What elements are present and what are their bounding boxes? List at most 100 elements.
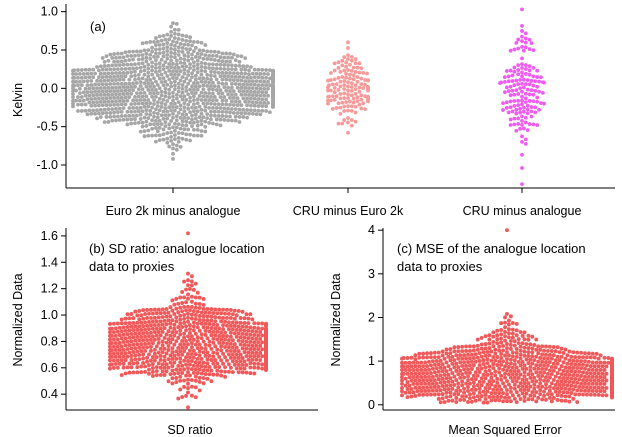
panel-b-point (225, 358, 229, 363)
panel-c-point (549, 372, 554, 376)
panel-c-point (429, 392, 433, 397)
panel-b-point (260, 326, 265, 331)
panel-a-point (529, 88, 534, 93)
panel-c-point (464, 370, 468, 375)
panel-a-point (71, 101, 75, 106)
panel-c-point (549, 365, 554, 369)
panel-a-point (342, 91, 347, 96)
panel-a-point (218, 66, 223, 71)
panel-b-point (197, 353, 202, 358)
panel-a-point (169, 130, 174, 135)
panel-b-point (211, 329, 216, 334)
panel-b-point (180, 301, 185, 305)
panel-a-point (237, 82, 242, 87)
panel-b-point (254, 336, 259, 341)
panel-a-y-axis-title: Kelvin (11, 83, 25, 117)
panel-a-point (173, 27, 177, 32)
panel-c-point (458, 368, 463, 373)
panel-a-point (176, 49, 181, 54)
panel-c-point (464, 348, 468, 353)
panel-c-point (553, 365, 558, 370)
panel-a-point (71, 68, 75, 73)
panel-a-point (228, 89, 232, 93)
panel-b-point (147, 371, 151, 376)
panel-a-point (125, 62, 130, 67)
panel-a-point (199, 122, 204, 127)
panel-c-point (497, 398, 502, 403)
panel-c-point (555, 398, 560, 402)
panel-c-point (481, 389, 486, 394)
panel-b-point (264, 367, 268, 372)
panel-a-point (216, 80, 221, 85)
panel-a-point (342, 68, 347, 73)
panel-b-point (129, 357, 134, 362)
panel-a-point (239, 103, 244, 108)
panel-a-point (89, 78, 94, 83)
panel-b-y-axis-tick-label: 1.0 (41, 308, 58, 322)
panel-c-point (546, 378, 550, 383)
panel-c-point (551, 377, 556, 382)
panel-b-point (135, 370, 140, 375)
panel-c-point (567, 394, 572, 399)
panel-c-point (590, 351, 595, 356)
panel-a-point (121, 85, 126, 90)
panel-c-point (434, 358, 439, 363)
panel-a-point (140, 109, 145, 114)
panel-b-point (125, 354, 130, 359)
panel-b-point (258, 336, 263, 341)
panel-a-point (231, 111, 236, 115)
panel-c-point (468, 363, 472, 368)
panel-c-point (487, 353, 492, 358)
panel-a-point (171, 94, 175, 99)
panel-c-point (469, 399, 474, 404)
panel-c-point (588, 371, 593, 376)
panel-a-point (169, 138, 174, 143)
panel-b-point (123, 316, 128, 321)
panel-a-point (79, 102, 84, 107)
panel-b-point (129, 346, 134, 351)
panel-b-point (121, 365, 126, 370)
panel-b-point (160, 322, 165, 327)
panel-a-point (186, 73, 191, 78)
panel-b-point (203, 332, 208, 337)
panel-a-point (226, 106, 231, 111)
panel-a-point (127, 66, 132, 71)
panel-b-point (246, 357, 251, 362)
panel-a-point (522, 77, 526, 82)
panel-c-point (567, 358, 572, 363)
panel-c-point (448, 376, 453, 381)
panel-a-point (203, 65, 208, 70)
panel-c-point (598, 353, 603, 358)
panel-c-point (415, 360, 420, 365)
panel-b-point (170, 298, 175, 303)
panel-c-point (473, 398, 478, 403)
panel-b-point (178, 305, 183, 310)
panel-a-point (161, 76, 166, 81)
panel-a-point (182, 57, 187, 62)
panel-a-point (133, 117, 137, 121)
panel-c-point (466, 360, 470, 364)
panel-a-point (81, 71, 86, 76)
panel-a-point (264, 97, 268, 102)
panel-a-point (539, 101, 543, 106)
panel-a-point (355, 99, 360, 103)
panel-a-point (192, 64, 196, 69)
panel-a-point (93, 96, 97, 101)
panel-c-point (429, 355, 433, 360)
panel-a-point (247, 68, 251, 73)
panel-a-point (112, 96, 116, 100)
panel-b-point (258, 358, 263, 362)
panel-c-point (485, 389, 490, 394)
panel-b-point (256, 347, 261, 352)
panel-b-point (127, 335, 132, 340)
panel-c-point (499, 377, 504, 382)
panel-c-point (565, 361, 570, 366)
panel-c-point (454, 361, 459, 366)
panel-c-point (491, 387, 496, 392)
panel-a-point (211, 62, 215, 67)
panel-c-point (600, 378, 605, 383)
panel-b-point (209, 314, 214, 319)
panel-c-point (413, 371, 418, 376)
panel-b-point (152, 347, 157, 352)
panel-a-point (355, 95, 360, 100)
